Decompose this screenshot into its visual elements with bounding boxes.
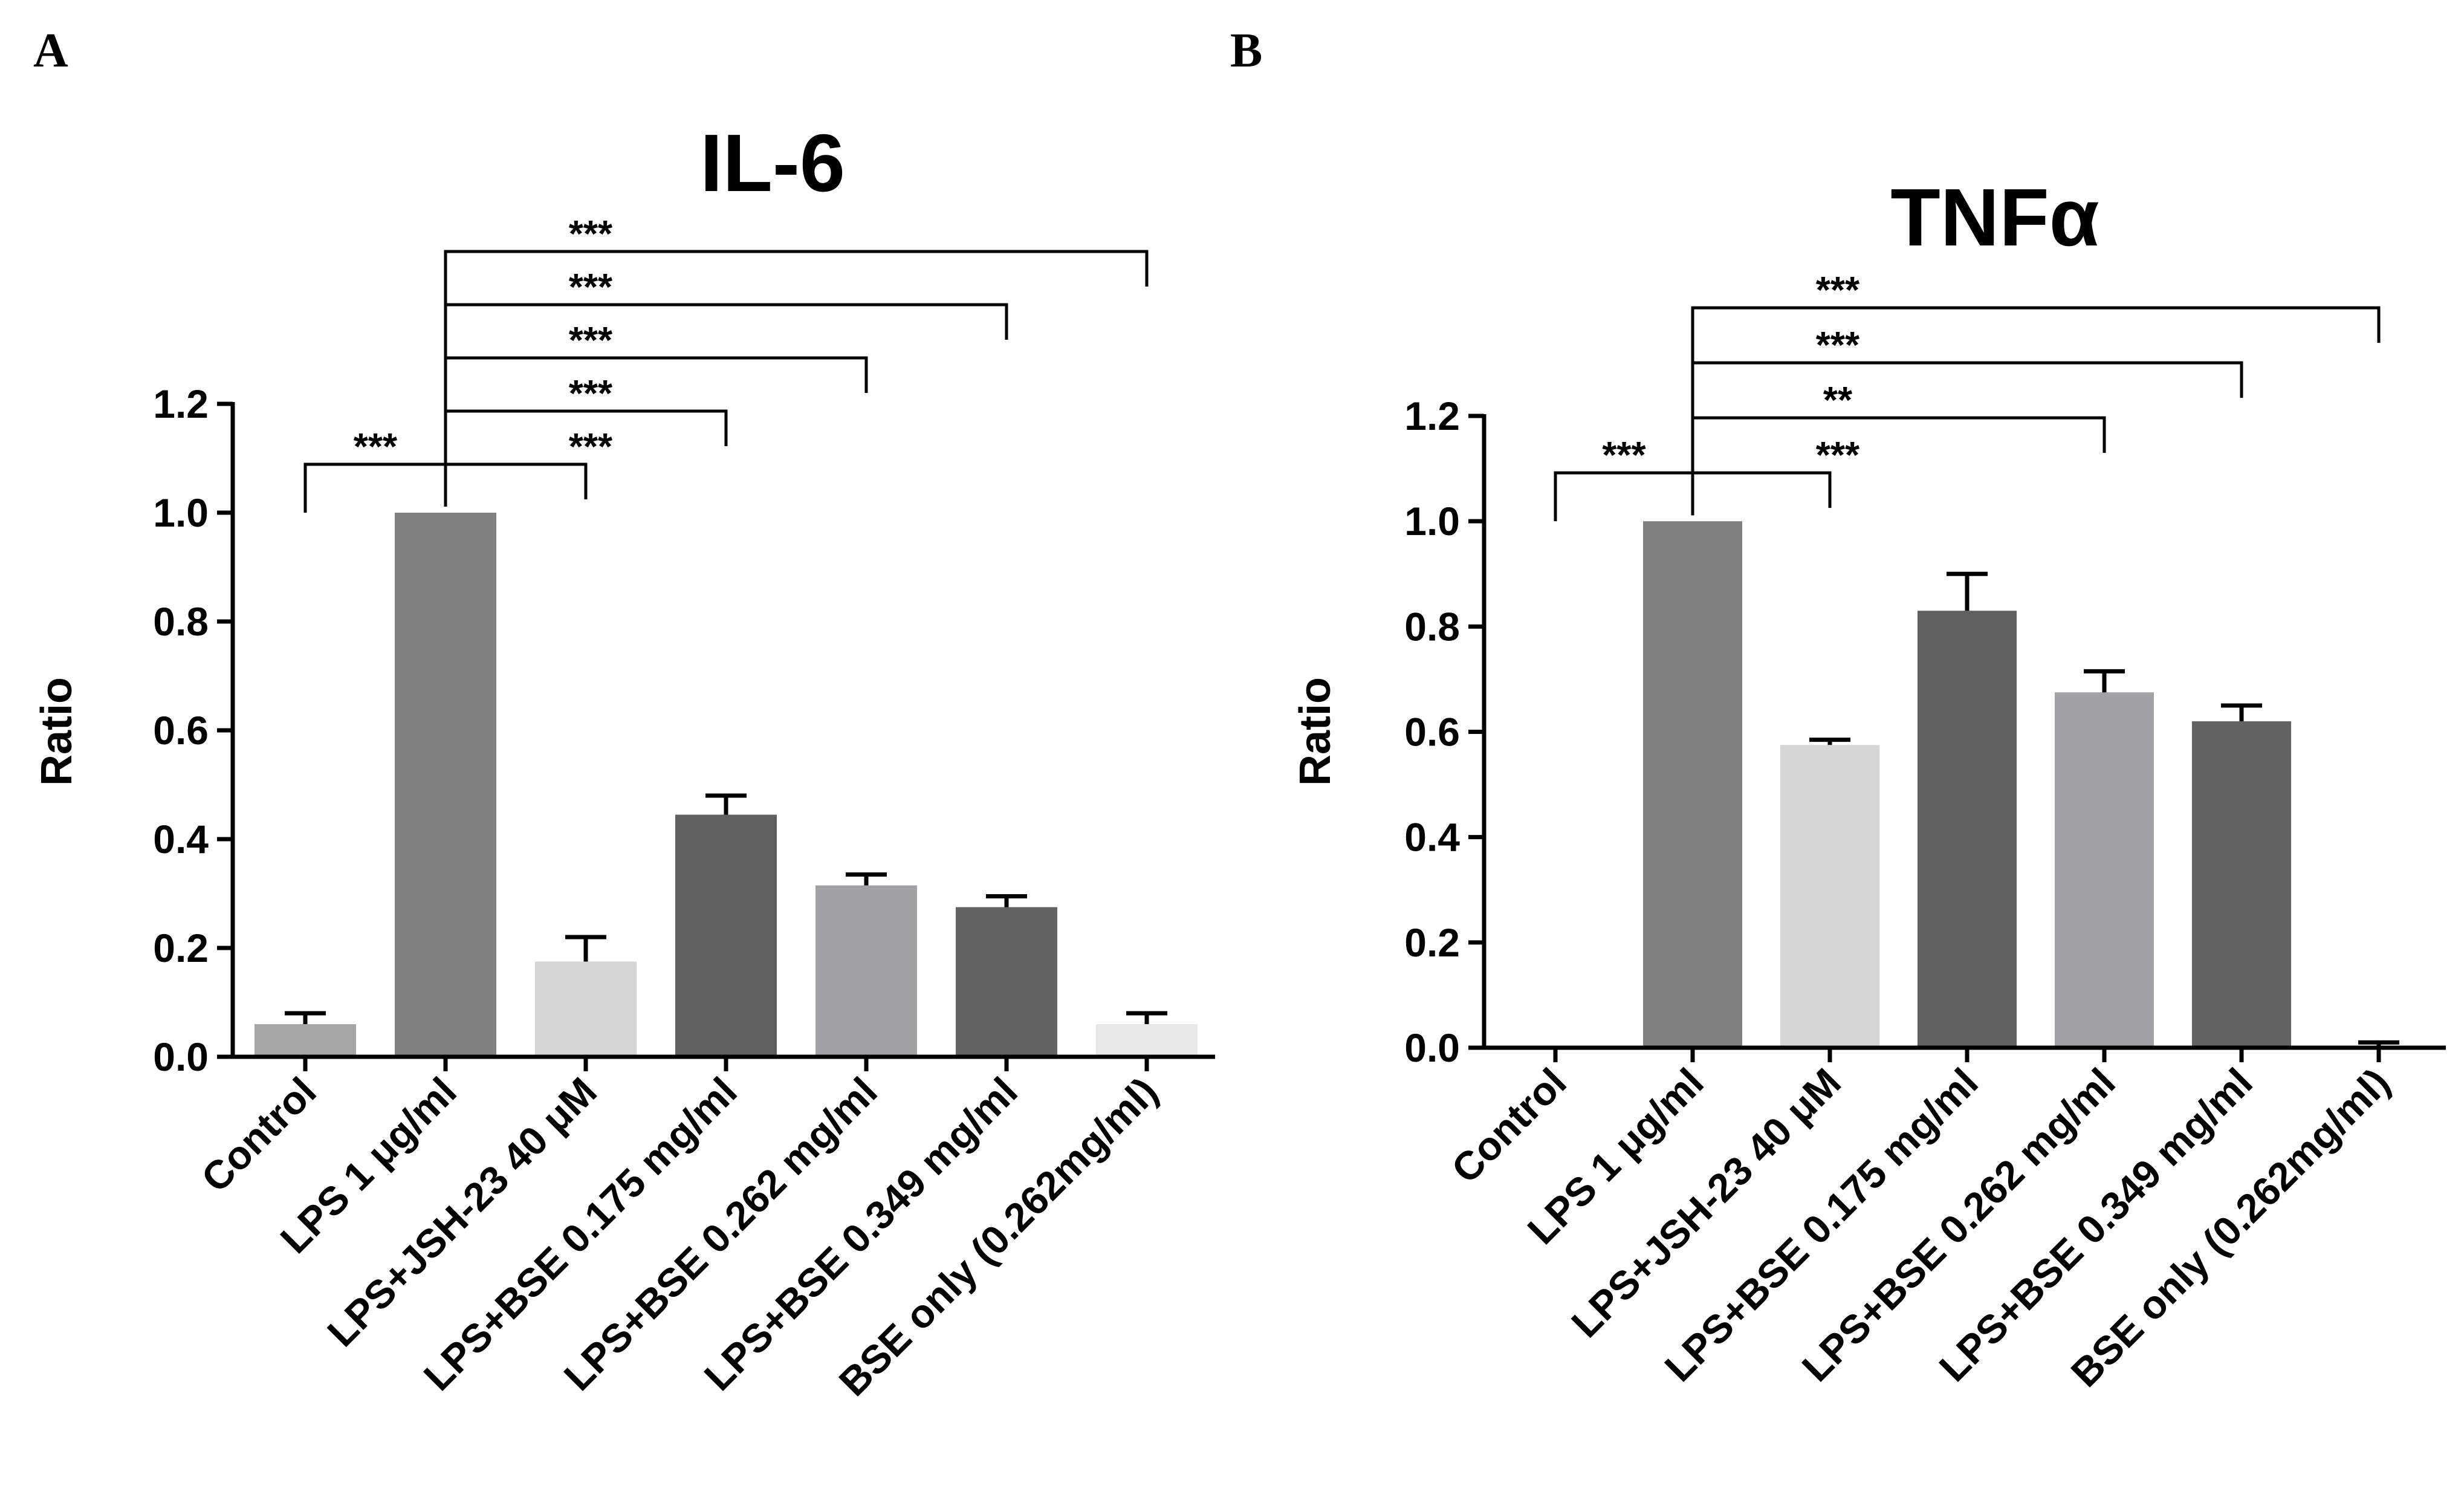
error-bar-a-4 xyxy=(846,872,887,886)
y-tick-label-a-0: 0.0 xyxy=(153,1034,209,1079)
panel-letter-b: B xyxy=(1230,24,1262,77)
category-label-b-0: Control xyxy=(1443,1060,1575,1192)
bar-b-5 xyxy=(2192,721,2291,1048)
y-tick-label-a-3: 0.6 xyxy=(153,708,209,753)
chart-title-b: TNFα xyxy=(1890,172,2099,263)
significance-bracket-b-2 xyxy=(1691,416,2106,516)
significance-bracket-a-0 xyxy=(303,462,447,513)
category-label-a-2: LPS+JSH-23 40 μM xyxy=(319,1069,605,1355)
bar-a-4 xyxy=(815,885,917,1057)
y-tick-label-a-2: 0.4 xyxy=(153,817,209,862)
significance-label-b-2: ** xyxy=(1823,380,1853,421)
significance-bracket-a-5 xyxy=(444,250,1149,507)
bar-a-2 xyxy=(535,961,637,1057)
y-tick-label-a-1: 0.2 xyxy=(153,926,209,970)
significance-bracket-b-3 xyxy=(1691,361,2243,516)
error-bar-b-4 xyxy=(2084,669,2125,693)
error-bar-b-5 xyxy=(2221,703,2262,722)
error-bar-a-2 xyxy=(565,935,606,962)
y-tick-label-b-2: 0.4 xyxy=(1404,815,1460,860)
chart-title-a: IL-6 xyxy=(700,117,845,209)
bar-a-1 xyxy=(395,513,496,1057)
bar-b-3 xyxy=(1918,611,2017,1048)
y-tick-label-b-4: 0.8 xyxy=(1404,604,1460,649)
significance-label-b-0: *** xyxy=(1602,435,1646,476)
y-tick-label-b-3: 0.6 xyxy=(1404,710,1460,754)
category-label-a-0: Control xyxy=(193,1069,325,1201)
y-axis-label-b: Ratio xyxy=(1291,677,1340,786)
error-bar-a-5 xyxy=(986,894,1027,907)
significance-bracket-a-4 xyxy=(444,303,1008,507)
significance-label-a-2: *** xyxy=(569,373,613,415)
bar-b-4 xyxy=(2055,692,2154,1048)
significance-label-a-5: *** xyxy=(569,213,613,255)
error-bar-b-3 xyxy=(1947,571,1988,611)
significance-label-a-0: *** xyxy=(354,426,398,468)
y-tick-label-b-0: 0.0 xyxy=(1404,1025,1460,1070)
bar-a-3 xyxy=(675,814,777,1057)
bar-a-6 xyxy=(1096,1024,1198,1057)
error-bar-a-0 xyxy=(285,1011,326,1024)
significance-bracket-a-3 xyxy=(444,356,868,507)
category-label-b-2: LPS+JSH-23 40 μM xyxy=(1563,1060,1849,1346)
y-tick-label-b-5: 1.0 xyxy=(1404,499,1460,544)
error-bar-b-6 xyxy=(2358,1040,2399,1047)
significance-label-b-1: *** xyxy=(1816,435,1860,476)
error-bar-a-6 xyxy=(1126,1011,1167,1024)
significance-bracket-a-1 xyxy=(444,462,588,507)
bar-b-2 xyxy=(1780,745,1879,1048)
y-tick-label-b-1: 0.2 xyxy=(1404,920,1460,965)
y-axis-label-a: Ratio xyxy=(33,677,81,786)
significance-label-b-4: *** xyxy=(1816,270,1860,311)
y-tick-label-b-6: 1.2 xyxy=(1404,394,1460,438)
significance-label-b-3: *** xyxy=(1816,325,1860,366)
significance-label-a-1: *** xyxy=(569,426,613,468)
error-bar-a-3 xyxy=(705,793,747,815)
bar-a-0 xyxy=(255,1024,356,1057)
y-tick-label-a-6: 1.2 xyxy=(153,381,209,426)
significance-bracket-b-0 xyxy=(1554,471,1694,522)
bar-b-1 xyxy=(1643,521,1742,1048)
significance-bracket-b-1 xyxy=(1691,471,1832,516)
significance-bracket-b-4 xyxy=(1691,306,2381,516)
bar-a-5 xyxy=(956,907,1057,1057)
y-tick-label-a-4: 0.8 xyxy=(153,599,209,644)
significance-label-a-4: *** xyxy=(569,267,613,308)
significance-label-a-3: *** xyxy=(569,320,613,362)
error-bar-b-2 xyxy=(1809,738,1850,745)
panel-letter-a: A xyxy=(33,24,68,77)
y-tick-label-a-5: 1.0 xyxy=(153,490,209,535)
